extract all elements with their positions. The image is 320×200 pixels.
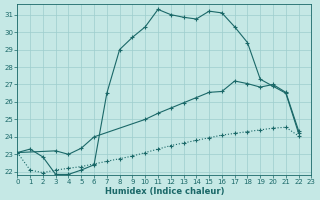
X-axis label: Humidex (Indice chaleur): Humidex (Indice chaleur) bbox=[105, 187, 224, 196]
